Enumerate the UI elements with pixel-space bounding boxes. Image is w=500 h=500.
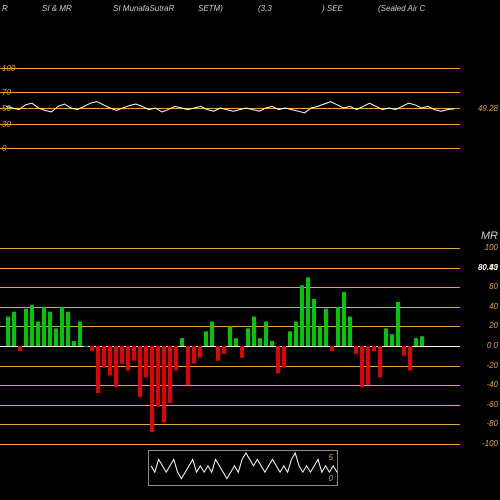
header-text: (Sealed Air C: [378, 4, 425, 13]
header-text: (3,3: [258, 4, 272, 13]
header-bar: R SI & MR SI MunafaSutraR SETM) (3,3 ) SEE (Se…: [0, 4, 500, 20]
mr-current-value: 80.43: [478, 263, 498, 272]
header-text: ) SEE: [322, 4, 343, 13]
axis-label: -60: [486, 400, 498, 409]
mini-label-bottom: 0: [329, 474, 333, 483]
axis-label: 100: [485, 243, 498, 252]
axis-label: -20: [486, 361, 498, 370]
rsi-panel: 100705030049.28: [0, 68, 500, 148]
header-text: SI MunafaSutraR: [113, 4, 174, 13]
grid-line: [0, 148, 460, 149]
grid-line: [0, 444, 460, 445]
mini-label-top: 5: [329, 453, 333, 462]
header-text: SETM): [198, 4, 223, 13]
axis-label: 60: [489, 282, 498, 291]
axis-label: 20: [489, 321, 498, 330]
mr-title: MR: [481, 230, 498, 242]
header-text: R: [2, 4, 8, 13]
rsi-current-value: 49.28: [478, 104, 498, 113]
axis-label: 40: [489, 302, 498, 311]
axis-label: -80: [486, 419, 498, 428]
axis-label: -100: [482, 439, 498, 448]
header-text: SI & MR: [42, 4, 72, 13]
mr-panel: MR100806040200 0-20-40-60-80-10080.43: [0, 248, 500, 444]
axis-label: -40: [486, 380, 498, 389]
axis-label: 0 0: [487, 341, 498, 350]
bottom-mini-panel: 50: [148, 450, 338, 486]
